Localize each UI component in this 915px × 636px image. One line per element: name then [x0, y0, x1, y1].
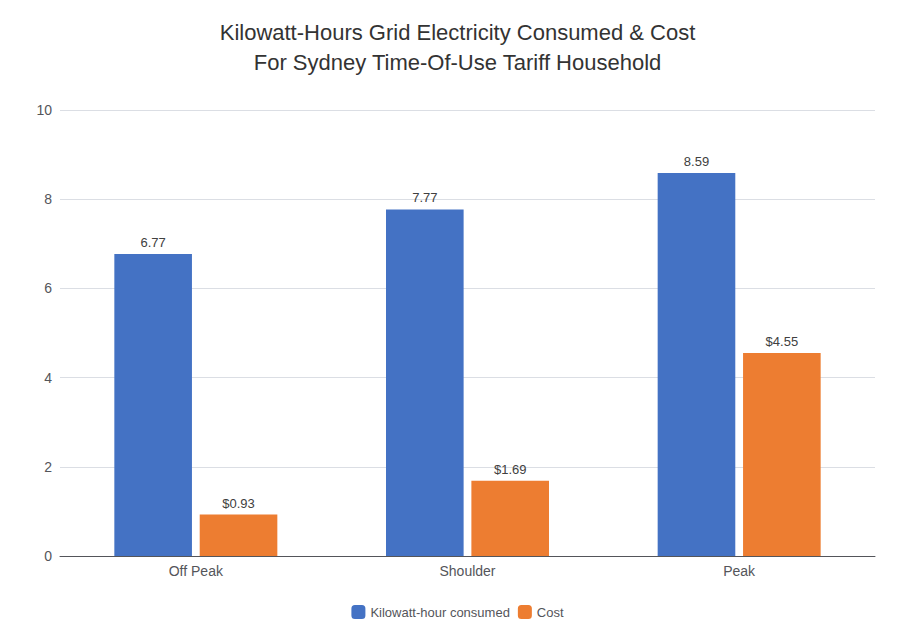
svg-text:Peak: Peak [723, 563, 756, 579]
svg-text:6.77: 6.77 [140, 235, 165, 250]
svg-text:4: 4 [44, 370, 52, 386]
svg-text:Cost: Cost [537, 605, 564, 620]
svg-text:Kilowatt-Hours Grid Electricit: Kilowatt-Hours Grid Electricity Consumed… [220, 20, 696, 45]
svg-text:$1.69: $1.69 [494, 462, 527, 477]
svg-text:$4.55: $4.55 [766, 334, 799, 349]
svg-text:$0.93: $0.93 [222, 496, 255, 511]
svg-text:0: 0 [44, 548, 52, 564]
svg-text:10: 10 [36, 102, 52, 118]
svg-text:6: 6 [44, 280, 52, 296]
svg-text:2: 2 [44, 459, 52, 475]
svg-text:8: 8 [44, 191, 52, 207]
svg-text:Shoulder: Shoulder [439, 563, 495, 579]
svg-text:7.77: 7.77 [412, 190, 437, 205]
svg-text:For Sydney Time-Of-Use Tariff: For Sydney Time-Of-Use Tariff Household [254, 50, 662, 75]
svg-text:Kilowatt-hour consumed: Kilowatt-hour consumed [370, 605, 509, 620]
svg-text:Off Peak: Off Peak [169, 563, 224, 579]
svg-text:8.59: 8.59 [684, 154, 709, 169]
